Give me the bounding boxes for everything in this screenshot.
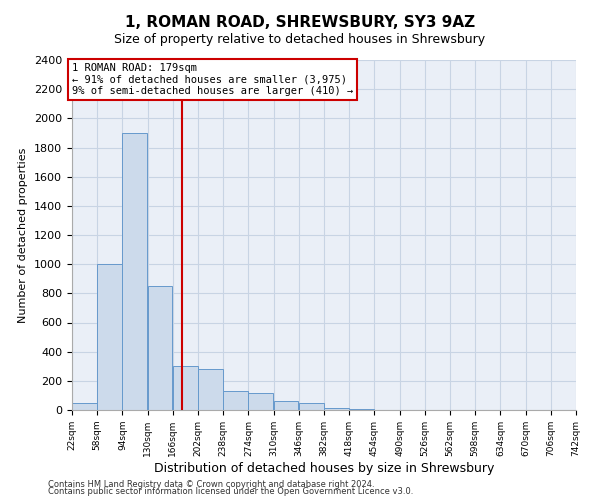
Bar	[198, 369, 223, 410]
Bar	[324, 408, 349, 410]
Text: 1, ROMAN ROAD, SHREWSBURY, SY3 9AZ: 1, ROMAN ROAD, SHREWSBURY, SY3 9AZ	[125, 15, 475, 30]
Text: Contains HM Land Registry data © Crown copyright and database right 2024.: Contains HM Land Registry data © Crown c…	[48, 480, 374, 489]
Bar	[223, 391, 248, 410]
Bar	[349, 408, 374, 410]
Bar	[122, 133, 147, 410]
Bar	[173, 366, 197, 410]
Y-axis label: Number of detached properties: Number of detached properties	[19, 148, 28, 322]
X-axis label: Distribution of detached houses by size in Shrewsbury: Distribution of detached houses by size …	[154, 462, 494, 474]
Bar	[72, 402, 97, 410]
Bar	[299, 402, 323, 410]
Bar	[274, 401, 298, 410]
Text: 1 ROMAN ROAD: 179sqm
← 91% of detached houses are smaller (3,975)
9% of semi-det: 1 ROMAN ROAD: 179sqm ← 91% of detached h…	[72, 63, 353, 96]
Bar	[97, 264, 122, 410]
Bar	[248, 392, 273, 410]
Text: Size of property relative to detached houses in Shrewsbury: Size of property relative to detached ho…	[115, 32, 485, 46]
Bar	[148, 286, 172, 410]
Text: Contains public sector information licensed under the Open Government Licence v3: Contains public sector information licen…	[48, 487, 413, 496]
